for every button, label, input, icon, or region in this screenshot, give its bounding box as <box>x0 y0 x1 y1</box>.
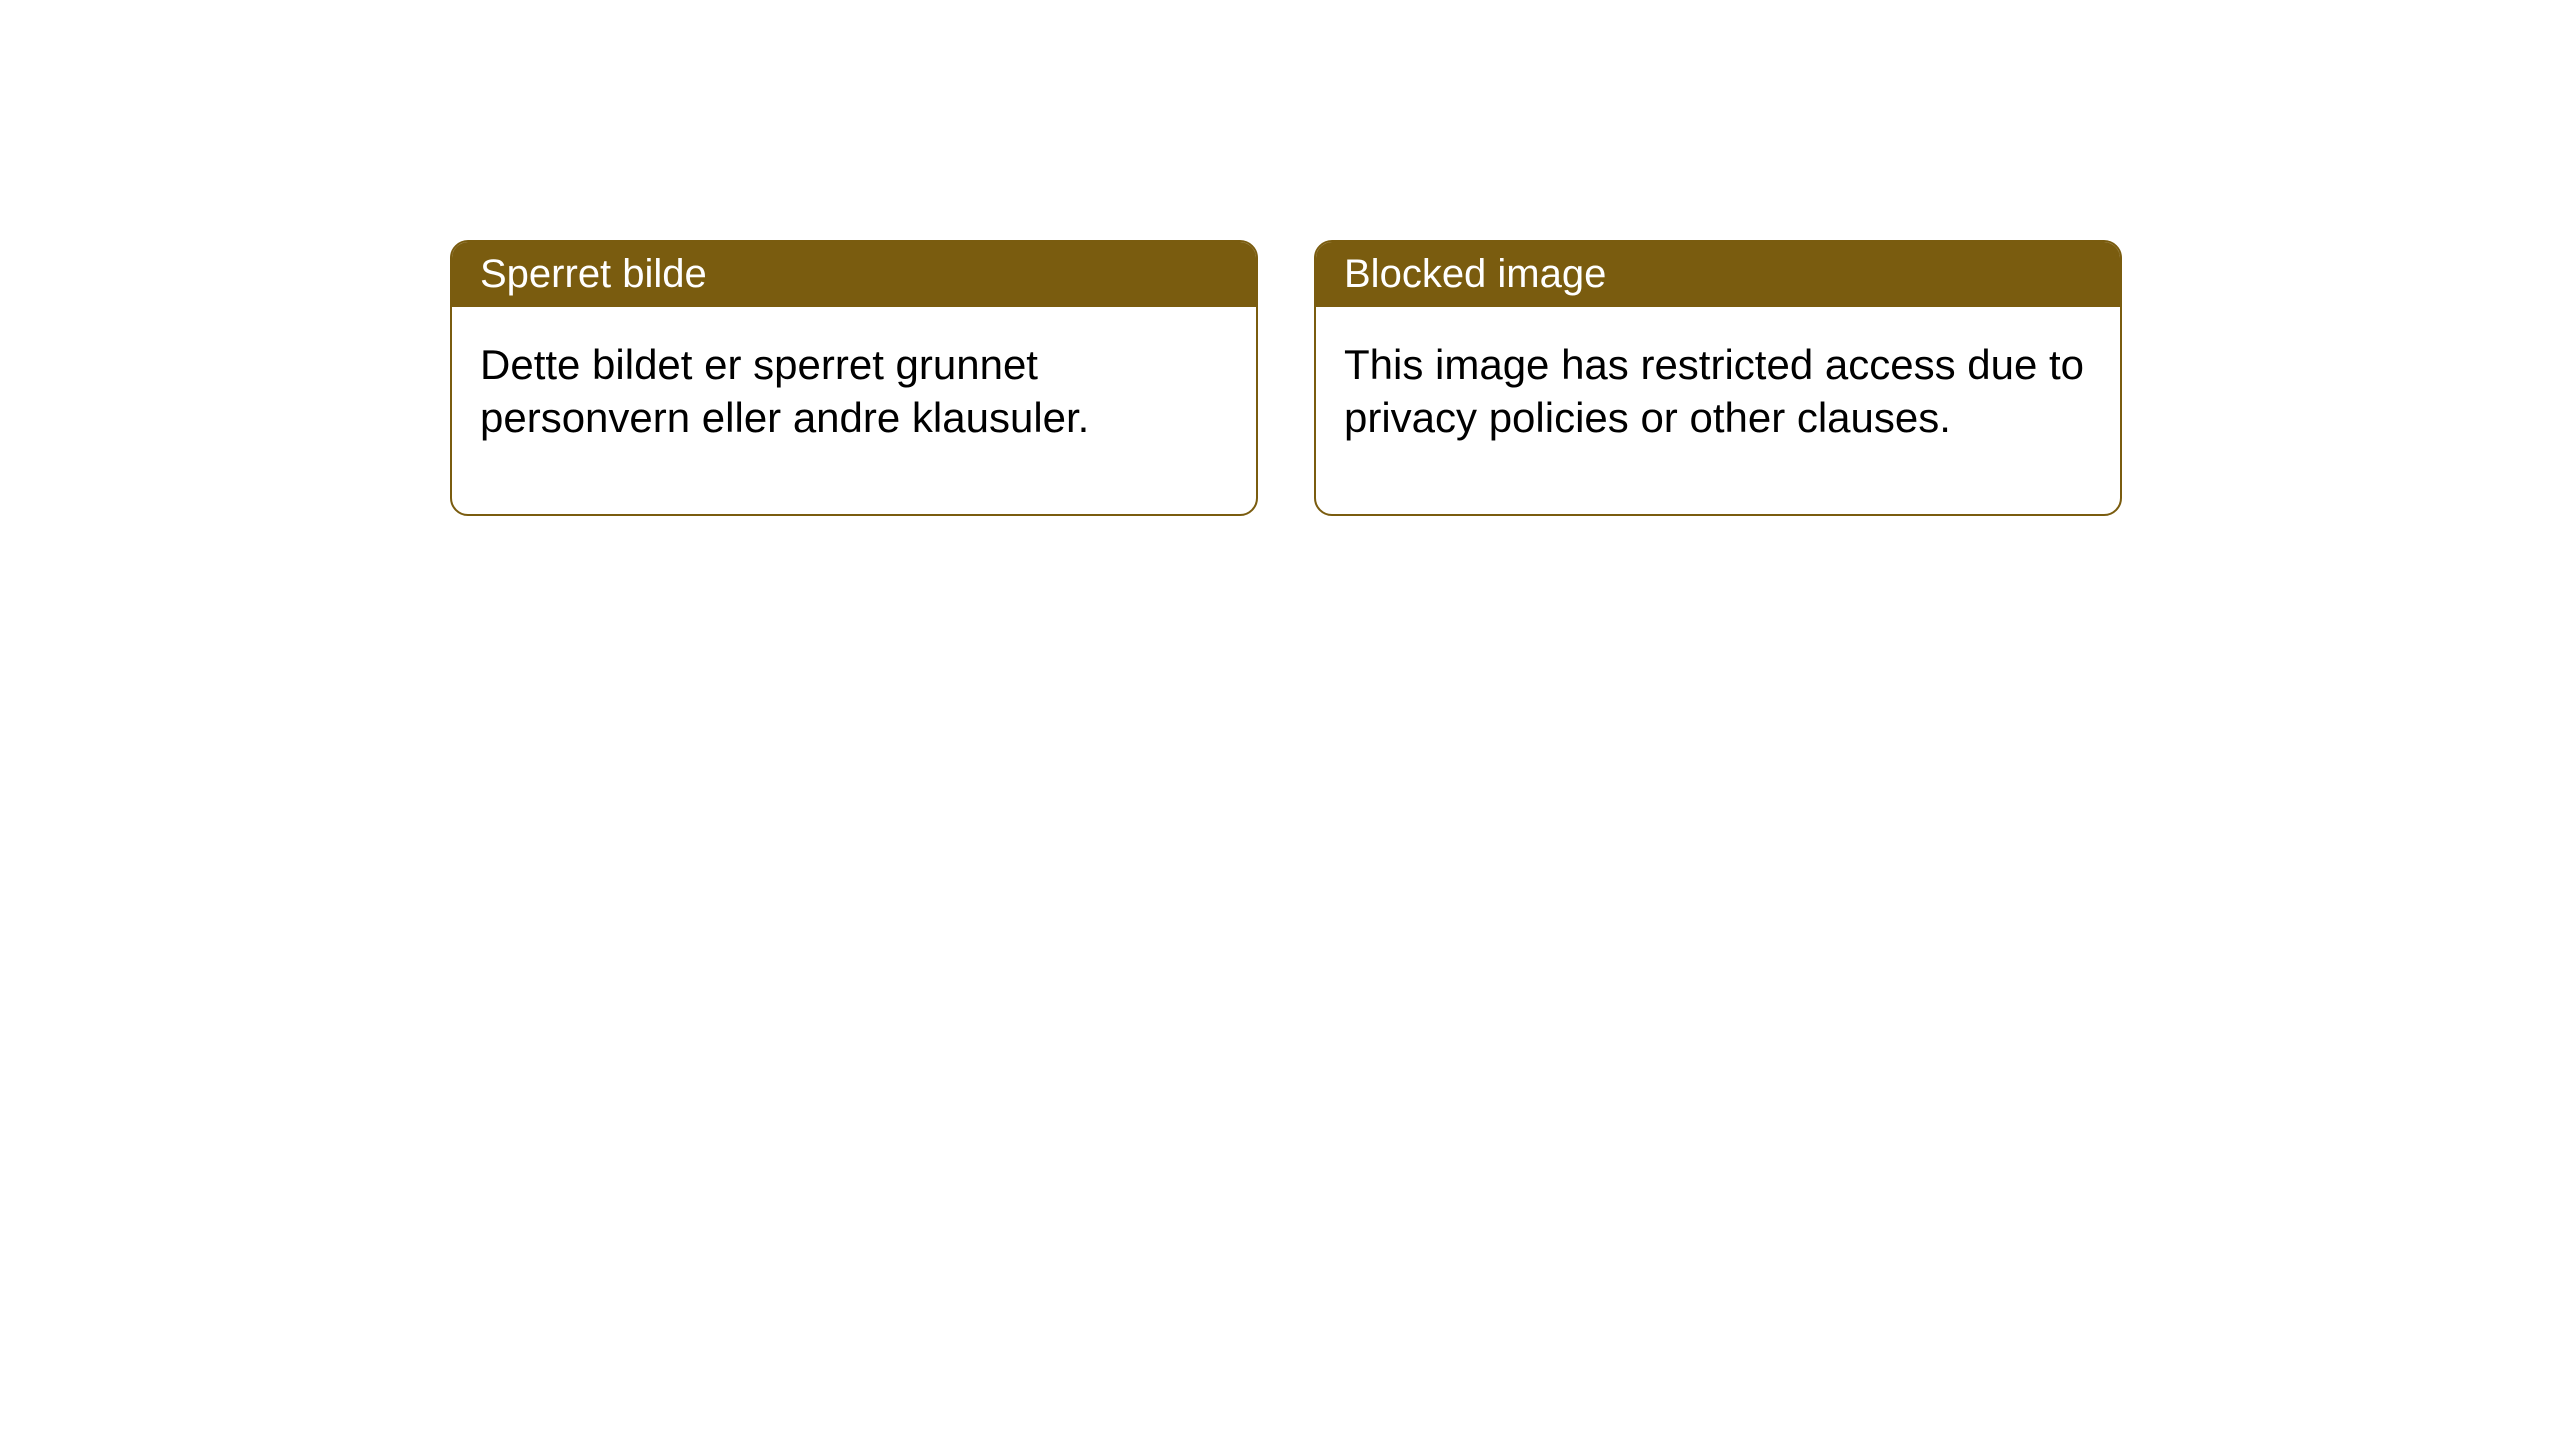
card-title: Sperret bilde <box>480 252 707 296</box>
card-header: Sperret bilde <box>452 242 1256 307</box>
card-body: Dette bildet er sperret grunnet personve… <box>452 307 1256 514</box>
card-body-text: This image has restricted access due to … <box>1344 341 2084 441</box>
notice-card-norwegian: Sperret bilde Dette bildet er sperret gr… <box>450 240 1258 516</box>
notice-card-english: Blocked image This image has restricted … <box>1314 240 2122 516</box>
card-body: This image has restricted access due to … <box>1316 307 2120 514</box>
card-header: Blocked image <box>1316 242 2120 307</box>
card-title: Blocked image <box>1344 252 1606 296</box>
card-body-text: Dette bildet er sperret grunnet personve… <box>480 341 1089 441</box>
notice-container: Sperret bilde Dette bildet er sperret gr… <box>0 0 2560 516</box>
